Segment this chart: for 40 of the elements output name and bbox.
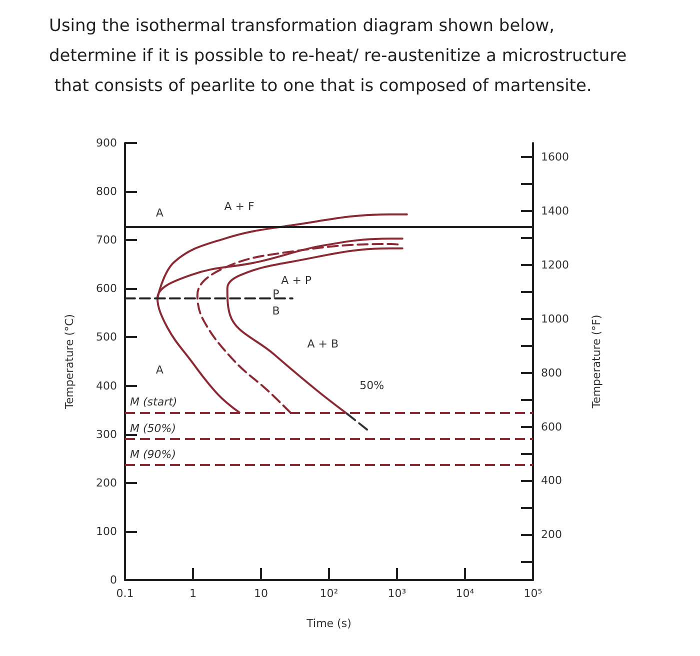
- annotation: A: [156, 364, 164, 377]
- annotation: A + B: [307, 338, 339, 351]
- y-tick-label: 300: [96, 428, 117, 441]
- y-tick-label: 400: [96, 379, 117, 392]
- chart-title: Using the isothermal transformation diagram shown below, determine if it is possible to re-heat/ re-austenitize a microstructure that consists of pearlite to one that is composed of martensite.: [49, 16, 627, 96]
- x-tick-label: 10³: [388, 587, 406, 600]
- y-tick-label: 100: [96, 524, 117, 538]
- y2-tick-label: 1200: [541, 258, 569, 272]
- annotation: A: [156, 206, 164, 220]
- ref-line-label: M (start): [130, 395, 178, 408]
- ref-line-label: M (50%): [130, 422, 176, 436]
- y2-tick-label: 600: [541, 420, 562, 434]
- x-tick-label: 1: [190, 587, 196, 600]
- y-tick-label: 700: [96, 234, 117, 247]
- x-tick-label: 10⁴: [456, 587, 475, 600]
- x-axis-title: Time (s): [306, 617, 352, 630]
- y-tick-label: 800: [96, 185, 117, 198]
- y2-tick-label: 800: [541, 366, 562, 380]
- annotation: A + P: [281, 274, 312, 288]
- y2-axis-title: Temperature (°F): [590, 314, 603, 410]
- y-tick-label: 600: [96, 282, 117, 296]
- annotation: P: [272, 287, 280, 300]
- annotation: A + F: [224, 200, 254, 213]
- y-axis-title: Temperature (°C): [63, 314, 76, 410]
- y-tick-label: 900: [96, 136, 117, 150]
- y-tick-label: 200: [96, 476, 117, 490]
- x-tick-label: 10⁵: [524, 587, 542, 600]
- x-tick-label: 10²: [320, 587, 338, 600]
- x-tick-label: 10: [254, 587, 268, 600]
- annotation: 50%: [360, 379, 384, 392]
- annotation: B: [272, 304, 280, 318]
- ref-line-label: M (90%): [130, 448, 176, 461]
- y-tick-label: 500: [96, 330, 117, 344]
- y2-tick-label: 400: [541, 474, 562, 488]
- y2-tick-label: 1600: [541, 150, 569, 164]
- y2-tick-label: 200: [541, 528, 562, 542]
- y2-tick-label: 1400: [541, 204, 569, 218]
- x-tick-label: 0.1: [116, 587, 134, 600]
- y2-tick-label: 1000: [541, 312, 569, 326]
- y-tick-label: 0: [110, 574, 117, 586]
